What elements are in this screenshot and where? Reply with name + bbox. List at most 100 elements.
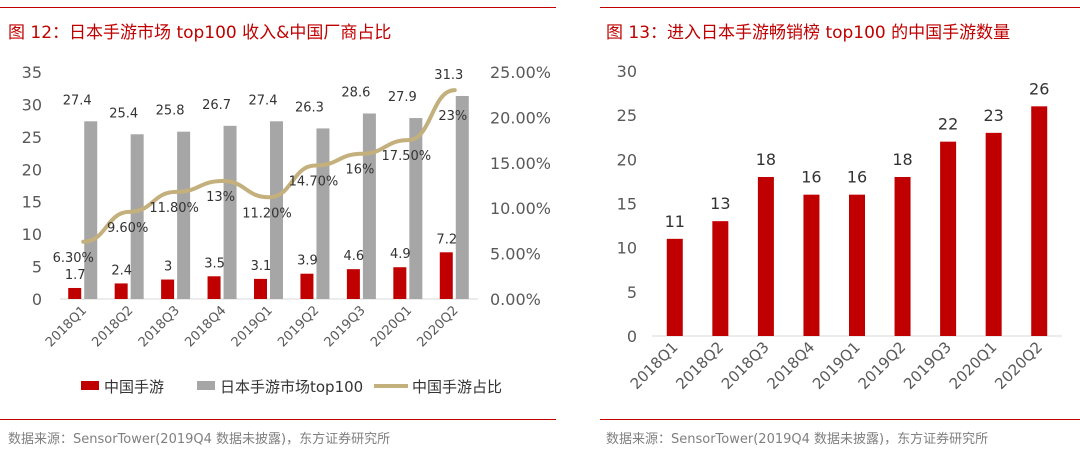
x-tick-label: 2020Q1 [368,303,415,350]
bar-japan-top100 [223,125,237,300]
bar-count [712,221,729,336]
bar-china [161,279,175,299]
source-note: 数据来源：SensorTower(2019Q4 数据未披露)，东方证券研究所 [606,432,989,447]
y-tick-label: 10 [22,225,42,244]
y2-tick-label: 10.00% [490,199,551,218]
x-tick-label: 2018Q2 [672,338,727,393]
line-label: 14.70% [289,175,339,190]
x-tick-label: 2019Q1 [809,338,864,393]
x-tick-label: 2018Q4 [763,338,818,393]
chart-canvas: 0 5 10 15 20 25 30 11 2018Q1 13 2018Q2 18 2018Q3 16 20… [617,62,1062,393]
x-tick-label: 2018Q1 [43,303,90,350]
y2-tick-label: 15.00% [490,154,551,173]
legend-label: 日本手游市场top100 [220,378,363,396]
y-tick-label: 5 [32,258,42,277]
bottom-rule [0,419,556,420]
legend-label: 中国手游 [104,378,164,396]
bar-label-japan: 26.7 [202,98,231,113]
bar-label: 16 [847,168,867,187]
bar-label-china: 3.1 [251,259,272,274]
chart-title: 图 12：日本手游市场 top100 收入&中国厂商占比 [8,23,392,43]
chart-panel-right: 图 13：进入日本手游畅销榜 top100 的中国手游数量 0 5 10 15 20 25… [600,0,1080,464]
y-tick-label: 30 [22,95,42,114]
legend-swatch-china [81,381,99,390]
bar-count [666,238,683,336]
x-tick-label: 2020Q1 [946,338,1001,393]
line-label: 13% [206,190,235,205]
bar-china [254,278,267,299]
line-label: 9.60% [107,221,148,236]
line-label: 11.20% [242,206,292,221]
y-tick-label: 25 [617,106,637,125]
bar-label: 13 [710,194,730,213]
chart-panel-left: 图 12：日本手游市场 top100 收入&中国厂商占比 0 5 10 15 20 25 3… [0,7,556,447]
bar-label: 11 [665,212,685,231]
bar-china [300,273,314,299]
bar-china [393,267,407,299]
bar-count [894,177,911,336]
x-tick-label: 2019Q2 [855,338,910,393]
bar-label-china: 7.2 [436,232,457,247]
y2-tick-label: 25.00% [490,63,551,82]
bar-japan-top100 [455,95,469,299]
line-label: 6.30% [53,251,94,266]
bar-label-china: 3.9 [297,254,318,269]
y-tick-label: 25 [22,128,42,147]
bar-label-japan: 31.3 [434,68,463,83]
bottom-rule [600,419,1080,420]
bar-label-japan: 25.8 [156,104,185,119]
y-tick-label: 15 [22,193,42,212]
line-china-share [81,88,457,244]
bar-label: 18 [756,150,776,169]
x-tick-label: 2019Q1 [229,303,276,350]
bar-label: 26 [1029,79,1049,98]
bar-label: 18 [892,150,912,169]
bar-count [940,141,957,336]
y-tick-label: 0 [627,327,637,346]
chart-title: 图 13：进入日本手游畅销榜 top100 的中国手游数量 [606,23,1011,43]
y2-tick-label: 20.00% [490,108,551,127]
bar-japan-top100 [270,121,283,299]
line-label: 17.50% [382,149,432,164]
legend-swatch-japan [197,381,215,390]
line-label: 11.80% [149,201,199,216]
y-tick-label: 20 [617,150,637,169]
bar-japan-top100 [362,113,376,299]
line-label: 16% [345,163,374,178]
bar-label-china: 4.6 [344,249,365,264]
y-tick-label: 5 [627,283,637,302]
y-tick-label: 30 [617,62,637,81]
bar-label-china: 3 [164,260,172,275]
y-tick-label: 35 [22,63,42,82]
bar-count [985,132,1002,336]
bar-label-japan: 28.6 [341,86,370,101]
bar-count [1031,106,1048,336]
x-tick-label: 2020Q2 [991,338,1046,393]
x-tick-label: 2019Q3 [900,338,955,393]
y2-tick-label: 5.00% [490,245,541,264]
x-tick-label: 2019Q3 [322,303,369,350]
x-tick-label: 2018Q3 [718,338,773,393]
bar-japan-top100 [409,118,423,299]
bar-label: 22 [938,115,958,134]
bar-japan-top100 [316,128,330,299]
bar-japan-top100 [84,121,98,299]
bar-count [849,194,865,336]
y-tick-label: 20 [22,160,42,179]
bar-china [114,283,128,299]
bar-label-japan: 27.9 [388,90,417,105]
bar-label-japan: 27.4 [63,93,92,108]
y2-tick-label: 0.00% [490,290,541,309]
x-tick-label: 2018Q3 [136,303,183,350]
x-tick-label: 2020Q2 [415,303,462,350]
x-tick-label: 2018Q2 [89,303,136,350]
top-rule [600,7,1080,8]
bar-label-china: 1.7 [65,268,86,283]
bar-china [439,252,453,299]
x-tick-label: 2018Q4 [182,303,229,350]
bar-label-japan: 26.3 [295,100,324,115]
bar-label-japan: 25.4 [109,106,138,121]
y-tick-label: 10 [617,239,637,258]
bar-japan-top100 [130,134,144,299]
bar-count [803,194,820,336]
